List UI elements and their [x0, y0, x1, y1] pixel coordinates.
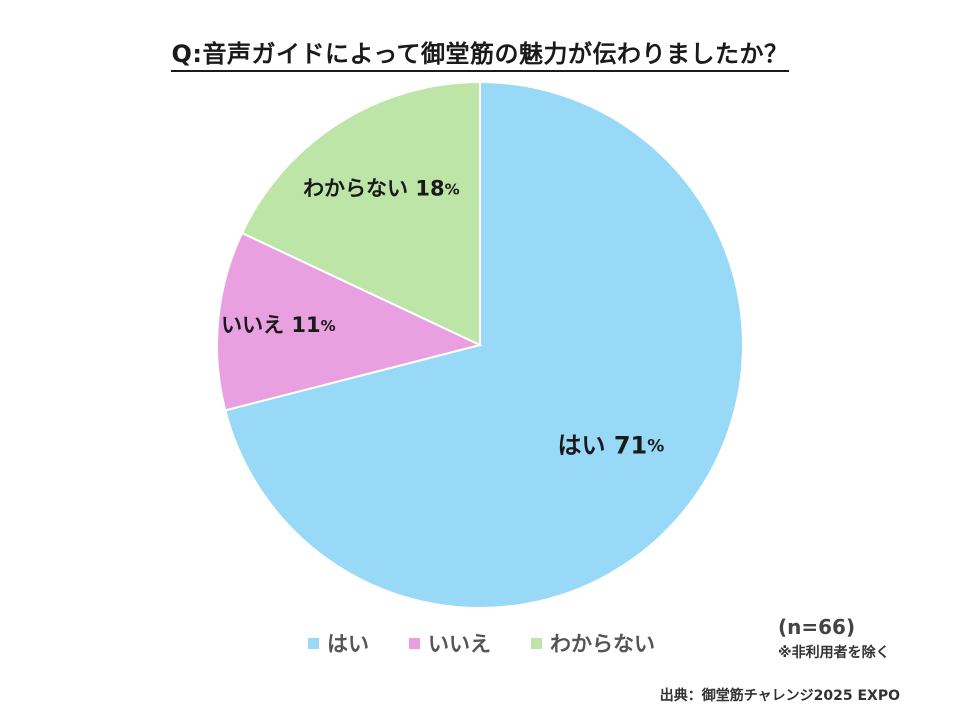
data-label-yes: はい 71%: [558, 432, 665, 460]
legend-label-yes: はい: [327, 632, 369, 656]
legend-swatch-unsure: [531, 637, 542, 649]
legend-swatch-yes: [308, 637, 319, 649]
data-label-unsure: わからない 18%: [303, 177, 460, 201]
pie-slices: [216, 80, 744, 609]
legend-item-unsure: わからない: [531, 628, 655, 658]
legend-label-no: いいえ: [428, 632, 491, 656]
exclusion-note: ※非利用者を除く: [778, 645, 890, 661]
legend-swatch-no: [409, 637, 420, 649]
chart-title: Q:音声ガイドによって御堂筋の魅力が伝わりましたか？: [0, 34, 960, 72]
pie-slice-yes: [224, 80, 744, 609]
pie-slice-no: [216, 231, 483, 412]
pie-slice-unsure: [240, 80, 481, 347]
source-note: 出典：御堂筋チャレンジ2025 EXPO: [659, 688, 900, 704]
legend: はい いいえ わからない: [308, 628, 655, 658]
legend-label-unsure: わからない: [550, 632, 655, 656]
legend-item-yes: はい: [308, 628, 369, 658]
legend-item-no: いいえ: [409, 628, 491, 658]
sample-size-note: (n=66): [778, 615, 856, 639]
chart-title-text: Q:音声ガイドによって御堂筋の魅力が伝わりましたか？: [171, 40, 789, 72]
data-label-no: いいえ 11%: [221, 313, 336, 337]
pie-labels: はい 71% いいえ 11% わからない 18%: [221, 177, 664, 460]
